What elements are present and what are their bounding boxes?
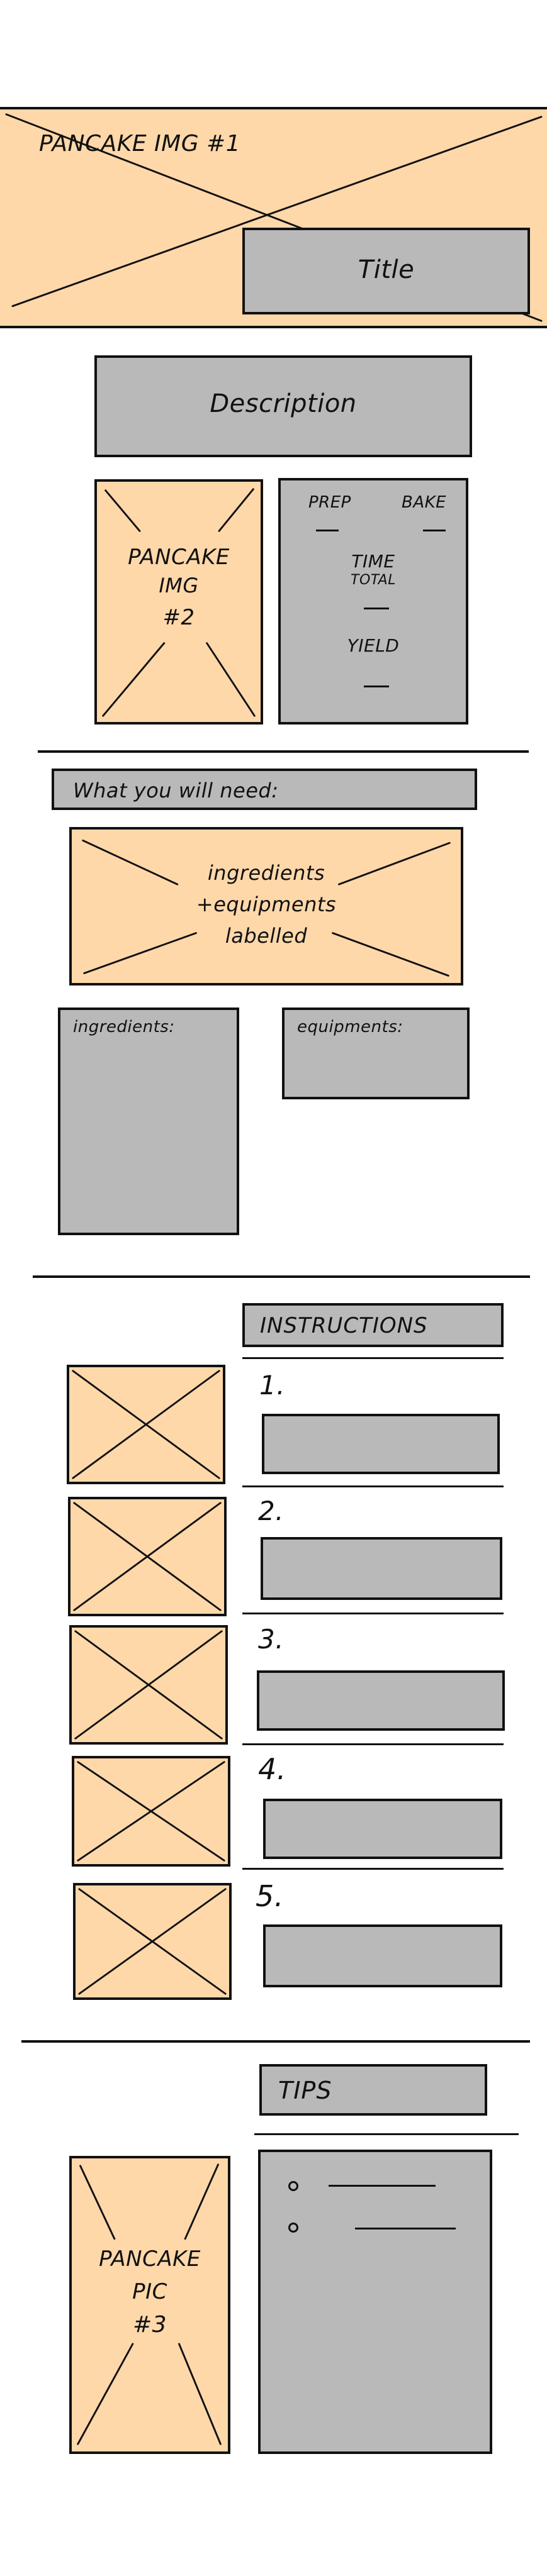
step-rule: [242, 1868, 504, 1870]
step-text-block-3: [257, 1670, 505, 1731]
prep-label: PREP: [308, 493, 351, 512]
hero-title-block: Title: [242, 228, 530, 314]
step-number-4: 4.: [258, 1752, 286, 1786]
step-text-block-4: [263, 1799, 502, 1859]
section-divider: [33, 1275, 530, 1278]
image3-line2: PIC: [132, 2279, 167, 2304]
step-rule: [242, 1485, 504, 1487]
yield-value-line: [364, 686, 389, 687]
image2-line2: IMG: [159, 574, 199, 597]
step-image-1: [67, 1365, 225, 1484]
total-time-label-line2: TOTAL: [351, 572, 396, 588]
needs-image-line1: ingredients: [207, 861, 325, 885]
step-text-block-2: [261, 1537, 502, 1600]
instructions-heading: INSTRUCTIONS: [260, 1313, 428, 1338]
pancake-image-3: PANCAKE PIC #3: [69, 2156, 230, 2454]
image-placeholder-cross: [77, 1761, 225, 1862]
instructions-heading-rule: [242, 1357, 504, 1359]
yield-label: YIELD: [347, 635, 400, 656]
tips-heading-block: TIPS: [259, 2064, 487, 2116]
description-label: Description: [210, 389, 357, 418]
step-number-2: 2.: [258, 1496, 285, 1526]
tip-bullet-icon: [288, 2181, 298, 2191]
tips-heading-rule: [254, 2133, 519, 2135]
instructions-heading-block: INSTRUCTIONS: [242, 1303, 504, 1347]
image-placeholder-cross: [74, 1630, 223, 1740]
step-number-3: 3.: [258, 1624, 285, 1655]
ingredients-list-block: ingredients:: [58, 1008, 239, 1235]
image2-line1: PANCAKE: [128, 545, 230, 570]
image3-line1: PANCAKE: [99, 2246, 201, 2272]
bake-value-line: [423, 530, 446, 531]
tips-heading: TIPS: [278, 2077, 332, 2104]
pancake-image-2: PANCAKE IMG #2: [94, 479, 263, 724]
bake-label: BAKE: [402, 493, 447, 512]
step-number-1: 1.: [259, 1370, 286, 1401]
hero-image-label: PANCAKE IMG #1: [39, 131, 241, 157]
prep-value-line: [316, 530, 339, 531]
equipments-label: equipments:: [297, 1018, 403, 1036]
step-rule: [242, 1743, 504, 1745]
tip-line: [355, 2228, 456, 2229]
ingredients-label: ingredients:: [73, 1018, 175, 1036]
needs-image-line2: +equipments: [196, 892, 337, 916]
tip-line: [329, 2185, 436, 2187]
tip-bullet-icon: [288, 2223, 298, 2233]
image2-line3: #2: [162, 605, 195, 630]
needs-heading: What you will need:: [73, 779, 279, 802]
ingredients-equipment-image: ingredients +equipments labelled: [69, 827, 463, 985]
total-time-value-line: [364, 608, 389, 609]
section-divider: [38, 750, 529, 753]
step-number-5: 5.: [256, 1879, 284, 1913]
step-image-4: [72, 1756, 230, 1867]
step-image-2: [68, 1497, 227, 1616]
description-block: Description: [94, 355, 472, 457]
times-block: PREP BAKE TIME TOTAL YIELD: [278, 478, 468, 724]
step-rule: [242, 1613, 504, 1614]
image-placeholder-cross: [102, 488, 256, 717]
image-placeholder-cross: [78, 1888, 227, 1995]
equipments-list-block: equipments:: [282, 1008, 470, 1099]
image-placeholder-cross: [72, 1370, 220, 1479]
step-image-5: [73, 1883, 232, 2000]
image-placeholder-cross: [73, 1502, 222, 1611]
image3-line3: #3: [132, 2312, 167, 2338]
step-text-block-5: [263, 1924, 502, 1987]
total-time-label-line1: TIME: [351, 551, 395, 572]
image-placeholder-cross: [77, 2163, 222, 2445]
section-divider: [21, 2040, 530, 2043]
tips-list-block: [258, 2150, 492, 2454]
needs-image-line3: labelled: [225, 924, 308, 948]
needs-heading-block: What you will need:: [52, 769, 477, 810]
hero-title: Title: [358, 255, 415, 284]
step-image-3: [69, 1625, 228, 1745]
step-text-block-1: [262, 1414, 500, 1474]
